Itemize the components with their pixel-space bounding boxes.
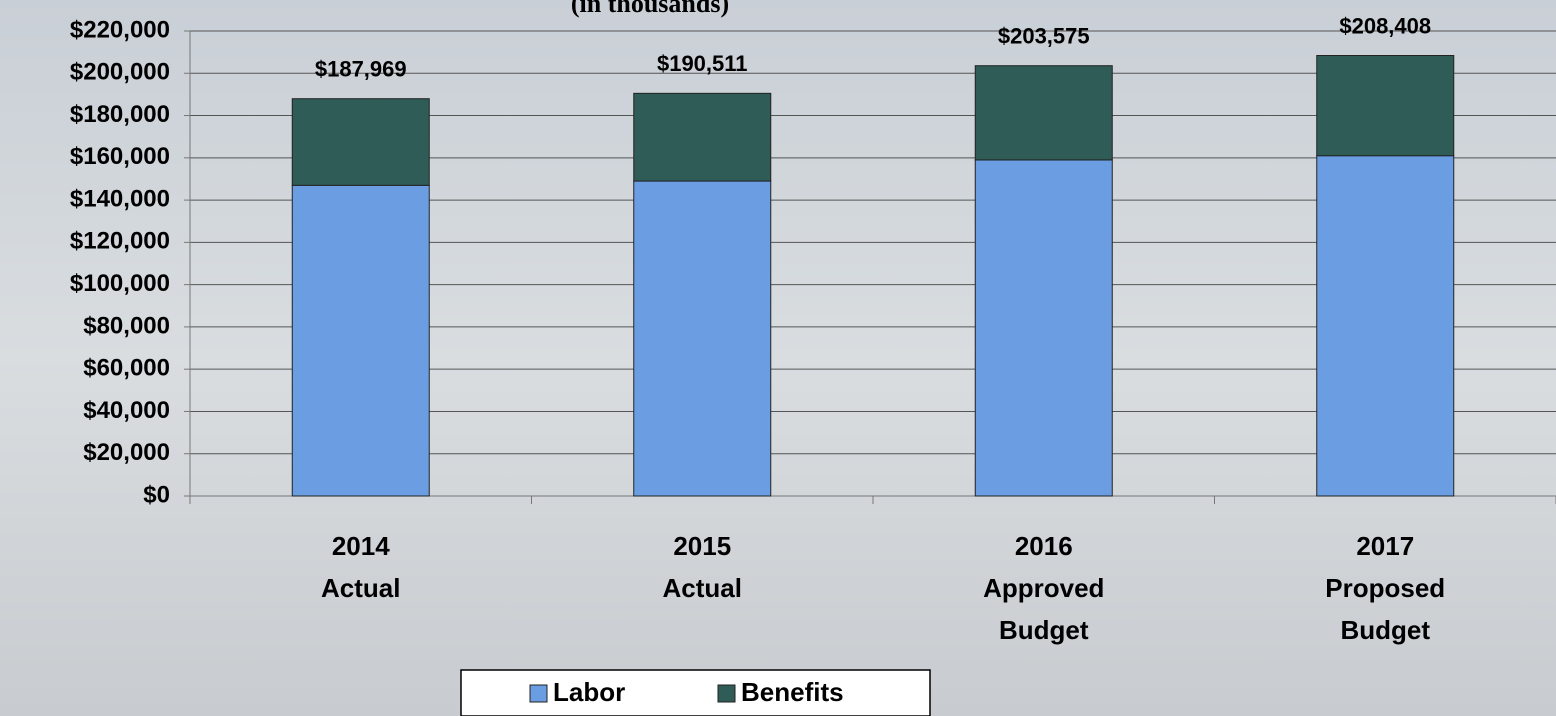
- y-tick-label: $20,000: [83, 439, 170, 466]
- y-tick-label: $0: [143, 481, 170, 508]
- y-tick-label: $180,000: [70, 101, 170, 128]
- total-label: $187,969: [315, 57, 407, 82]
- y-tick-label: $40,000: [83, 397, 170, 424]
- total-label: $190,511: [657, 51, 748, 76]
- x-tick-label: Proposed: [1325, 573, 1445, 603]
- bar-segment: [291, 98, 430, 186]
- y-tick-label: $220,000: [70, 16, 170, 43]
- y-tick-label: $80,000: [83, 312, 170, 339]
- x-tick-label: Actual: [663, 573, 742, 603]
- x-tick-label: 2015: [673, 531, 731, 561]
- x-tick-label: 2017: [1356, 531, 1414, 561]
- y-tick-label: $140,000: [70, 185, 170, 212]
- total-label: $208,408: [1339, 13, 1431, 38]
- x-tick-label: 2014: [332, 531, 390, 561]
- legend-label: Labor: [553, 677, 625, 707]
- legend-label: Benefits: [741, 677, 844, 707]
- legend: Labor Benefits: [460, 669, 931, 716]
- y-tick-label: $100,000: [70, 270, 170, 297]
- legend-swatch: [529, 684, 548, 703]
- x-tick-label: Budget: [999, 615, 1089, 645]
- bar-segment: [974, 159, 1113, 497]
- bar-segment: [1316, 155, 1455, 497]
- y-tick-label: $200,000: [70, 59, 170, 86]
- bar-segment: [633, 92, 772, 182]
- x-tick-label: Approved: [983, 573, 1104, 603]
- bar-segment: [974, 65, 1113, 161]
- bar-segment: [1316, 55, 1455, 157]
- x-tick-label: 2016: [1015, 531, 1073, 561]
- chart-subtitle: (in thousands): [571, 0, 729, 18]
- bar-segment: [291, 184, 430, 497]
- legend-swatch: [717, 684, 736, 703]
- x-tick-label: Budget: [1340, 615, 1430, 645]
- x-tick-label: Actual: [321, 573, 400, 603]
- y-tick-label: $60,000: [83, 355, 170, 382]
- total-label: $203,575: [998, 24, 1090, 49]
- y-tick-label: $120,000: [70, 228, 170, 255]
- y-tick-label: $160,000: [70, 143, 170, 170]
- bar-segment: [633, 180, 772, 497]
